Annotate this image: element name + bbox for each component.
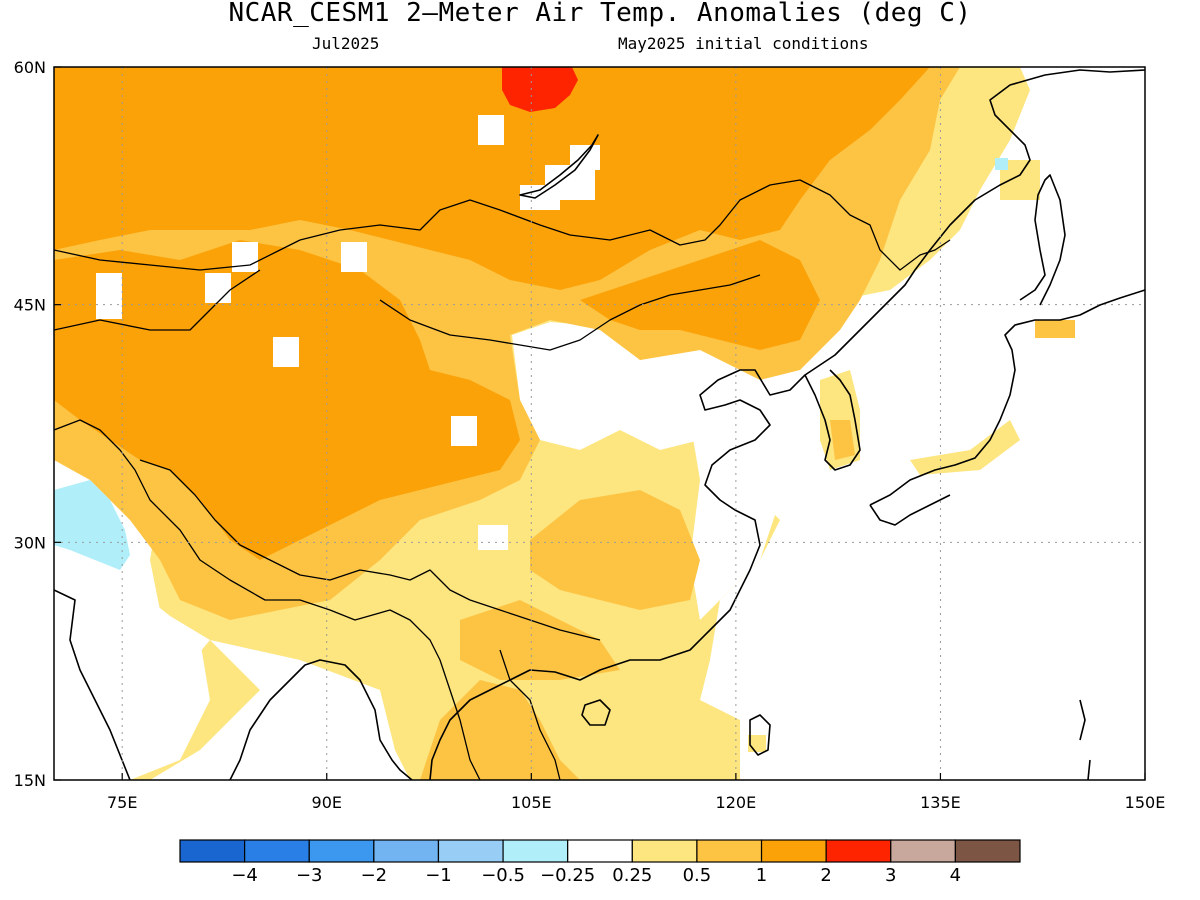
light-orange-region-south-china (460, 600, 620, 680)
orange-region-central-asia (54, 240, 520, 560)
coastlines (54, 69, 1145, 780)
colorbar: −4 −3 −2 −1 −0.5 −0.25 0.25 0.5 1 2 3 4 (179, 839, 1021, 886)
neutral-region-india (54, 560, 210, 780)
colorbar-label: 0.5 (683, 865, 712, 886)
colorbar-swatch (308, 839, 375, 863)
neutral-region-east-coast (690, 340, 800, 620)
forecast-month: Jul2025 (312, 34, 380, 53)
neutral-region-north-china (512, 322, 720, 450)
colorbar-swatch (954, 839, 1021, 863)
y-tick-label: 30N (14, 533, 46, 552)
coastline-asia (54, 69, 1145, 780)
orange-region-siberia (54, 67, 930, 290)
colorbar-label: −0.25 (540, 865, 595, 886)
coastline-japan (869, 174, 1145, 526)
light-orange-region-japan (1035, 320, 1075, 338)
lake-cell (341, 242, 367, 272)
lake-cell (96, 273, 122, 319)
yellow-region-hokkaido (1000, 160, 1040, 200)
border-himalaya (139, 459, 601, 641)
colorbar-swatch (825, 839, 892, 863)
lake-cell (205, 273, 231, 303)
map-frame (53, 66, 1146, 781)
red-region-siberia (502, 67, 578, 112)
colorbar-label: −2 (361, 865, 388, 886)
y-axis-ticks: 60N 45N 30N 15N (14, 58, 61, 790)
colorbar-swatch (179, 839, 246, 863)
y-tick-label: 45N (14, 296, 46, 315)
colorbar-label: 4 (950, 865, 961, 886)
coastline-philippines (1079, 699, 1091, 780)
lake-cell (232, 242, 258, 272)
coastline-taiwan (749, 714, 771, 756)
coastline-korea (804, 369, 861, 471)
colorbar-swatch (437, 839, 504, 863)
border-kazakhstan (54, 239, 301, 331)
light-blue-region-pakistan (54, 480, 130, 570)
lake-cell (451, 416, 477, 446)
x-tick-label: 150E (1125, 793, 1166, 812)
anomaly-field (54, 67, 1145, 780)
x-axis-ticks: 75E 90E 105E 120E 135E 150E (107, 773, 1165, 812)
colorbar-swatch (373, 839, 440, 863)
x-tick-label: 105E (511, 793, 552, 812)
colorbar-swatch (631, 839, 698, 863)
colorbar-label: −0.5 (481, 865, 525, 886)
colorbar-swatch (244, 839, 310, 863)
initial-conditions: May2025 initial conditions (618, 34, 869, 53)
colorbar-swatch (760, 839, 827, 863)
x-tick-label: 75E (107, 793, 137, 812)
lake-baikal (519, 134, 599, 199)
light-orange-region-indochina (420, 680, 580, 780)
light-orange-region-korea (830, 420, 855, 460)
lake-cell (478, 525, 508, 550)
lake-cell (273, 337, 299, 367)
colorbar-label: 0.25 (612, 865, 652, 886)
x-tick-label: 90E (312, 793, 342, 812)
y-tick-label: 60N (14, 58, 46, 77)
light-blue-region-sakhalin (995, 158, 1008, 170)
colorbar-label: −3 (296, 865, 323, 886)
masked-lake-cells (96, 115, 600, 550)
x-tick-label: 120E (716, 793, 757, 812)
border-south-asia (54, 419, 561, 780)
colorbar-label: −4 (231, 865, 258, 886)
colorbar-label: −1 (425, 865, 452, 886)
chart-title: NCAR_CESM1 2–Meter Air Temp. Anomalies (… (228, 0, 972, 28)
x-tick-label: 135E (920, 793, 961, 812)
border-mongolia-south (379, 274, 761, 351)
colorbar-swatch (696, 839, 763, 863)
colorbar-swatch (890, 839, 956, 863)
border-china-north (299, 179, 951, 271)
y-tick-label: 15N (14, 771, 46, 790)
lake-cell (520, 185, 560, 210)
colorbar-swatch (502, 839, 569, 863)
orange-region-mongolia (580, 240, 820, 350)
lake-cell (478, 115, 504, 145)
light-orange-region-southeast (530, 490, 700, 610)
colorbar-label: 3 (885, 865, 896, 886)
colorbar-swatch (567, 839, 633, 863)
colorbar-label: 2 (820, 865, 831, 886)
coastline-hainan (581, 699, 611, 726)
colorbar-label: 1 (756, 865, 767, 886)
